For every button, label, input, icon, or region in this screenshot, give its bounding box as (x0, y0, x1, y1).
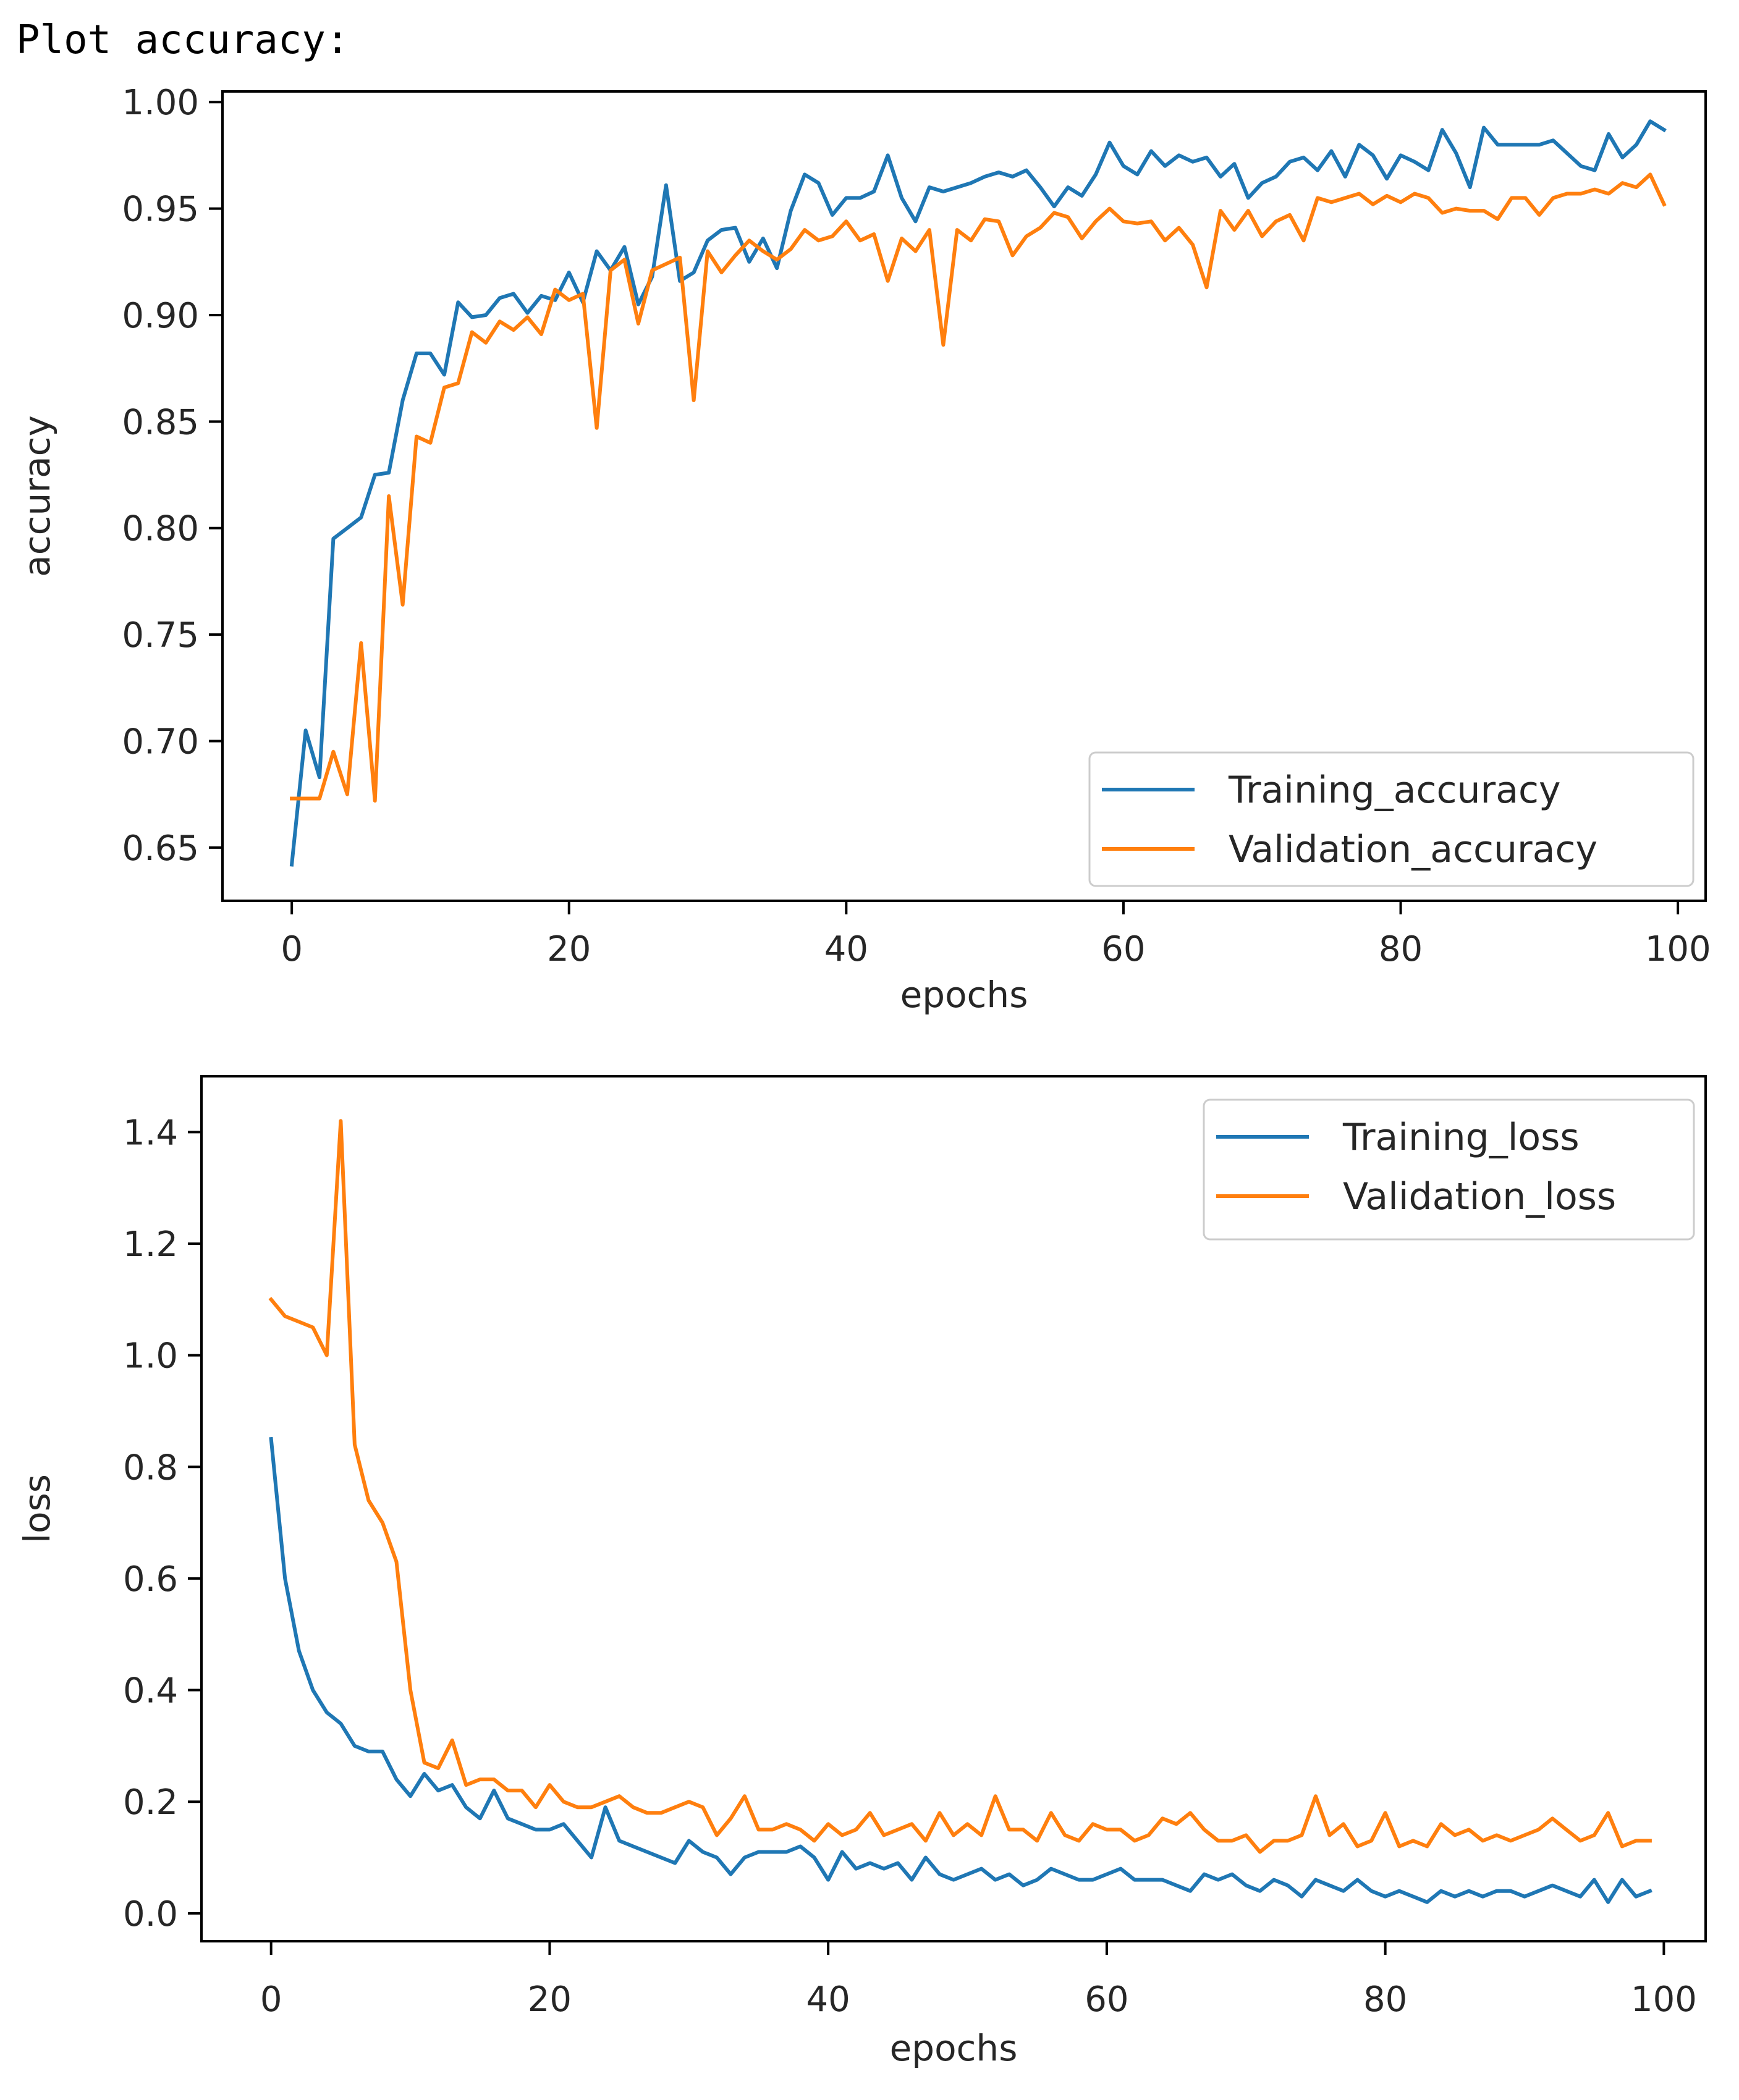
y-tick-label: 0.8 (123, 1448, 178, 1488)
y-axis-label: loss (16, 1474, 58, 1543)
legend-label: Validation_accuracy (1229, 828, 1597, 871)
loss-chart: 0 20 40 60 80 100 0.0 0.2 0.4 0.6 0.8 1.0 1.2 1.4 epoc… (16, 1075, 1707, 2069)
x-axis-label: epochs (890, 2027, 1018, 2069)
y-tick-label: 1.4 (123, 1113, 178, 1153)
y-tick-label: 0.85 (122, 402, 199, 442)
y-tick-label: 0.90 (122, 296, 199, 336)
series-line-training-loss (269, 1436, 1652, 1904)
y-tick-label: 0.6 (123, 1559, 178, 1600)
x-tick-label: 40 (806, 1980, 850, 2020)
y-tick-label: 1.2 (123, 1225, 178, 1265)
accuracy-chart: 0 20 40 60 80 100 0.65 0.70 0.75 0.80 0.85 0.90 0.95… (16, 83, 1711, 1016)
y-tick-label: 1.0 (123, 1336, 178, 1377)
y-tick-label: 0.70 (122, 722, 199, 762)
legend-label: Validation_loss (1343, 1175, 1616, 1218)
x-tick-label: 80 (1379, 929, 1423, 969)
legend-label: Training_accuracy (1228, 769, 1560, 812)
legend-box (1203, 1098, 1695, 1241)
y-tick-label: 0.4 (123, 1671, 178, 1711)
output-header: Plot accuracy: (16, 17, 350, 63)
series-line-training-accuracy (289, 119, 1667, 867)
x-tick-label: 40 (824, 929, 868, 969)
y-axis-label: accuracy (16, 415, 58, 577)
y-tick-label: 0.2 (123, 1782, 178, 1823)
series-line-validation-accuracy (290, 172, 1667, 803)
x-tick-label: 20 (547, 929, 591, 969)
y-tick-label: 0.0 (123, 1894, 178, 1934)
legend-box (1088, 751, 1695, 887)
series-line-validation-loss (268, 1119, 1652, 1854)
y-tick-label: 1.00 (122, 83, 199, 123)
x-tick-label: 60 (1101, 929, 1145, 969)
x-tick-label: 80 (1363, 1980, 1407, 2020)
y-tick-label: 0.65 (122, 829, 199, 869)
x-tick-label: 60 (1085, 1980, 1128, 2020)
plot-frame (221, 90, 1707, 902)
plot-frame (200, 1075, 1707, 1942)
y-tick-label: 0.80 (122, 509, 199, 549)
y-tick-label: 0.95 (122, 190, 199, 230)
legend-label: Training_loss (1342, 1116, 1580, 1159)
x-tick-label: 20 (528, 1980, 572, 2020)
x-tick-label: 0 (260, 1980, 282, 2020)
y-tick-label: 0.75 (122, 615, 199, 656)
x-tick-label: 100 (1645, 929, 1711, 969)
x-tick-label: 0 (281, 929, 303, 969)
x-tick-label: 100 (1631, 1980, 1697, 2020)
x-axis-label: epochs (900, 974, 1028, 1016)
